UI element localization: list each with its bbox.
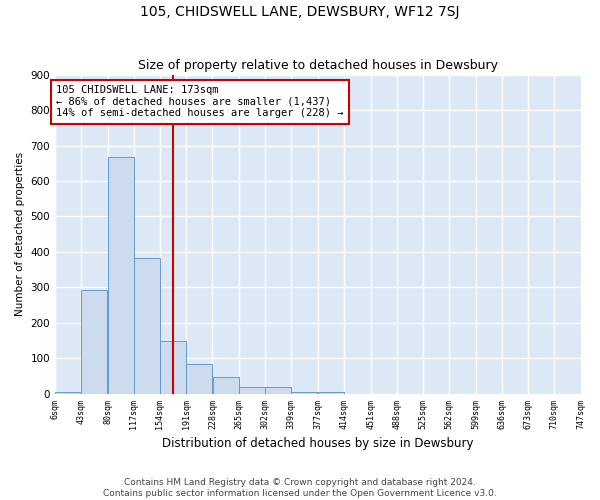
Bar bbox=[292, 392, 317, 394]
Bar bbox=[107, 157, 134, 394]
Bar bbox=[239, 388, 265, 394]
Y-axis label: Number of detached properties: Number of detached properties bbox=[15, 152, 25, 316]
Bar bbox=[187, 364, 212, 394]
Bar bbox=[55, 392, 81, 394]
Bar bbox=[319, 392, 344, 394]
Bar bbox=[265, 388, 291, 394]
Text: 105, CHIDSWELL LANE, DEWSBURY, WF12 7SJ: 105, CHIDSWELL LANE, DEWSBURY, WF12 7SJ bbox=[140, 5, 460, 19]
Text: 105 CHIDSWELL LANE: 173sqm
← 86% of detached houses are smaller (1,437)
14% of s: 105 CHIDSWELL LANE: 173sqm ← 86% of deta… bbox=[56, 85, 344, 118]
Title: Size of property relative to detached houses in Dewsbury: Size of property relative to detached ho… bbox=[138, 59, 498, 72]
Bar bbox=[82, 290, 107, 394]
Bar bbox=[134, 258, 160, 394]
Bar bbox=[160, 340, 186, 394]
Bar bbox=[212, 377, 239, 394]
X-axis label: Distribution of detached houses by size in Dewsbury: Distribution of detached houses by size … bbox=[162, 437, 473, 450]
Text: Contains HM Land Registry data © Crown copyright and database right 2024.
Contai: Contains HM Land Registry data © Crown c… bbox=[103, 478, 497, 498]
